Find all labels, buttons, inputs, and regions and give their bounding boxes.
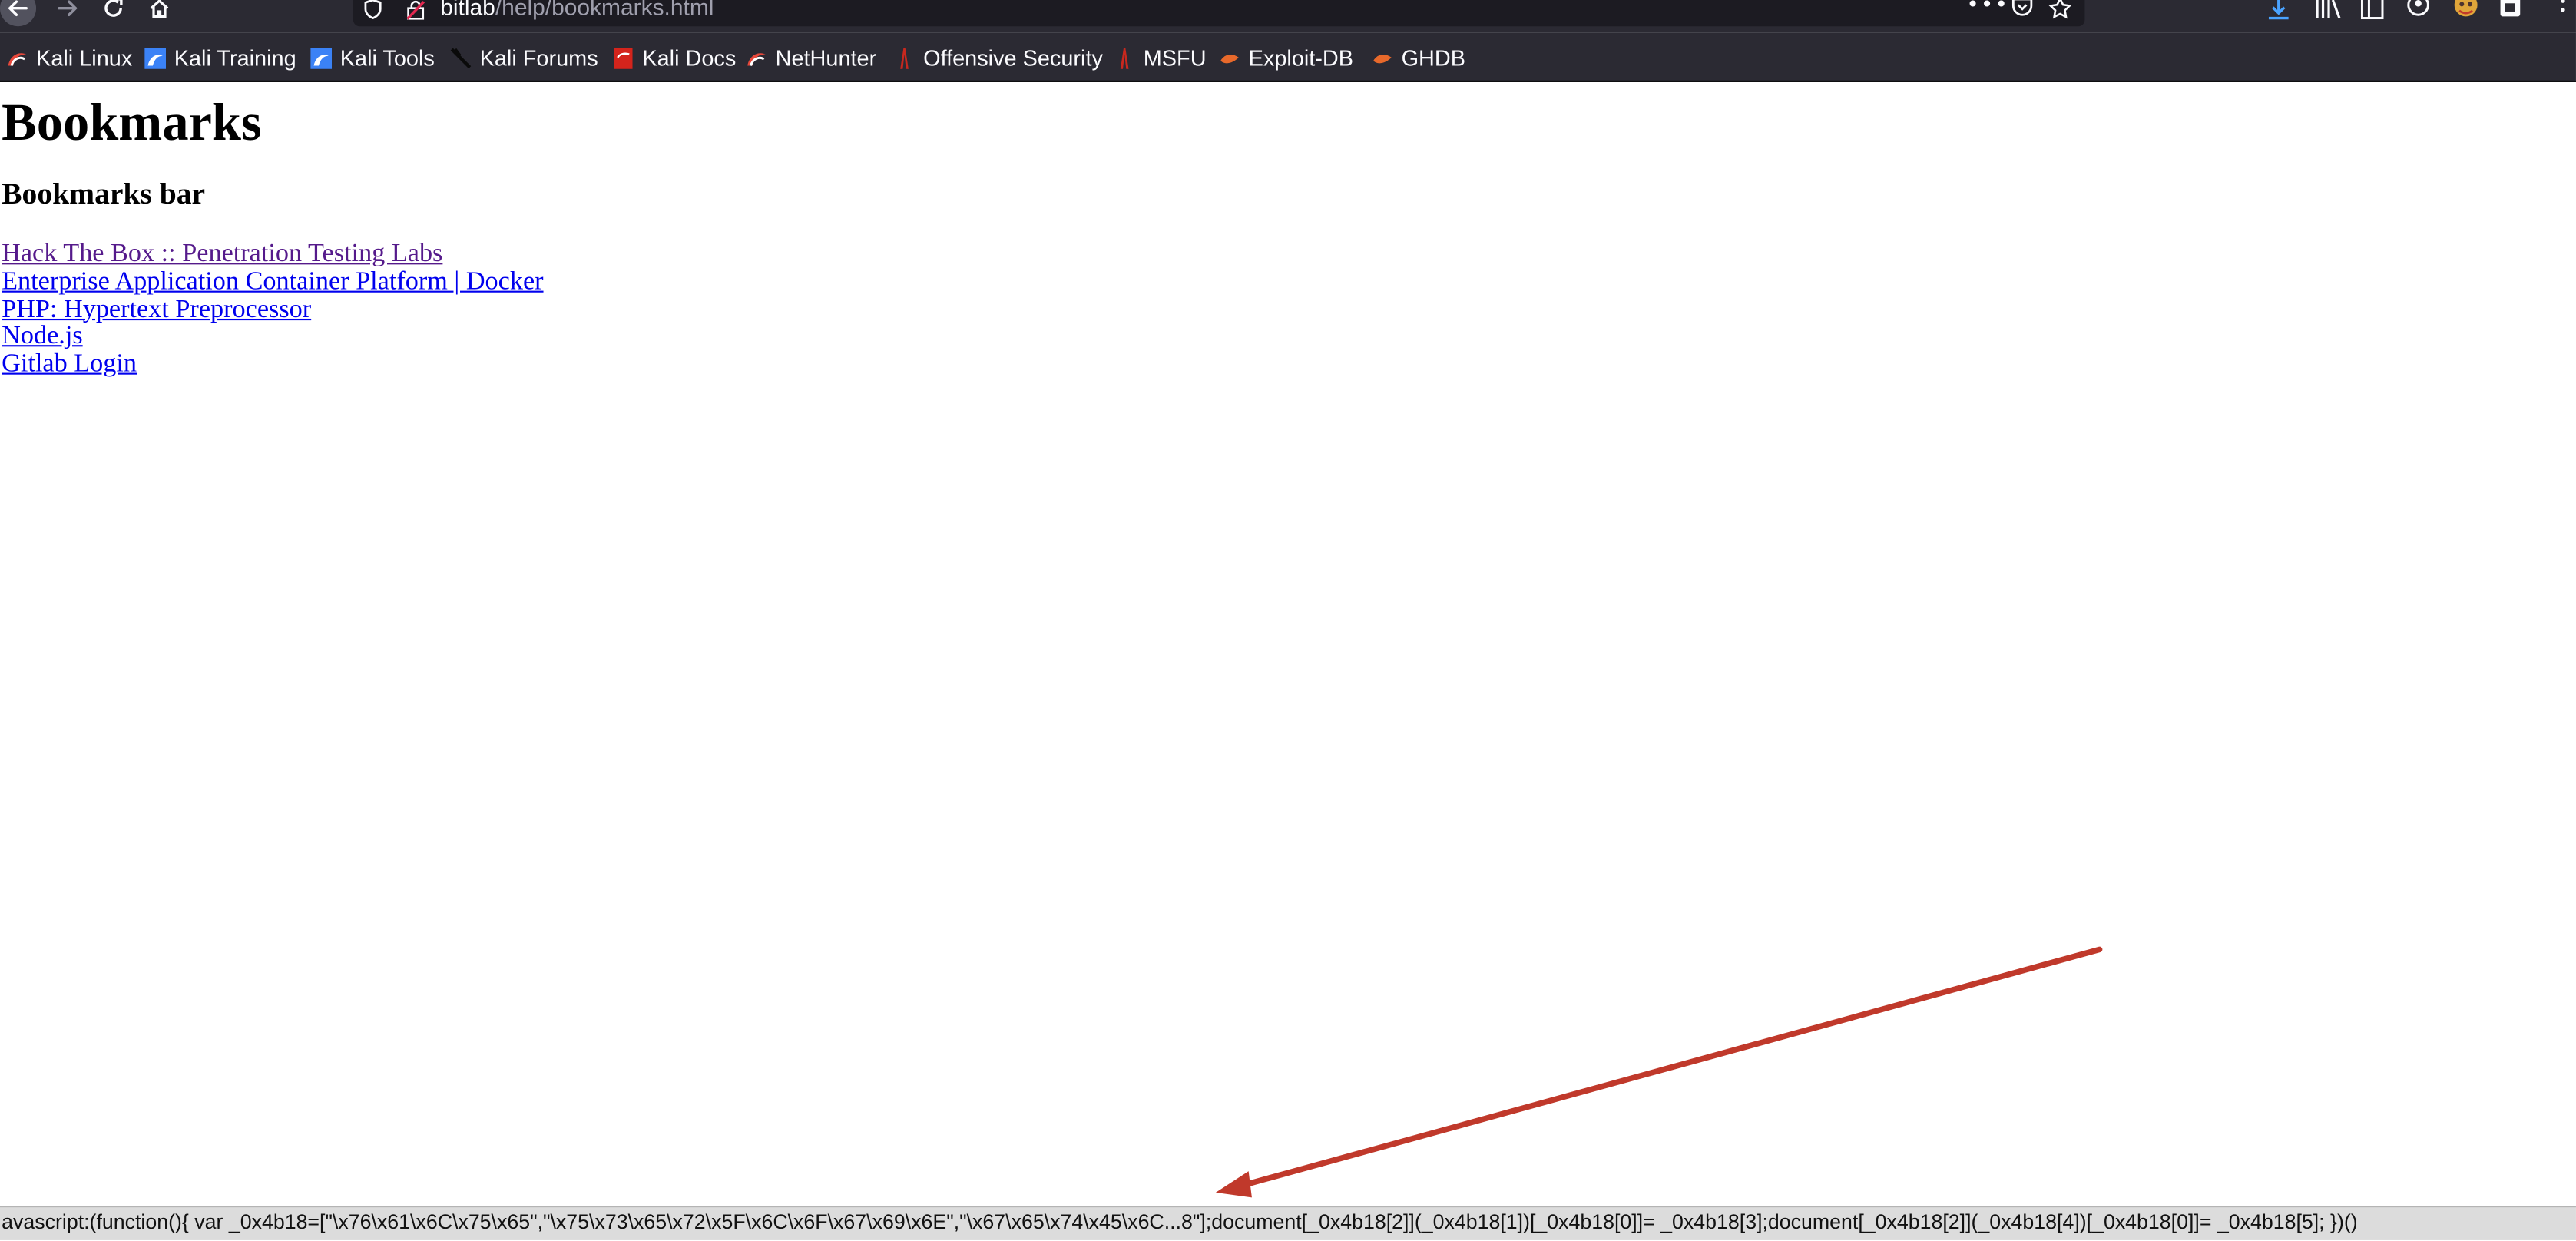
bookmark-label: Offensive Security	[923, 45, 1103, 70]
account-icon[interactable]	[2407, 0, 2430, 20]
forward-button[interactable]	[49, 0, 85, 26]
download-icon[interactable]	[2267, 0, 2290, 20]
bookmark-label: Kali Linux	[36, 45, 133, 70]
kali-tools-icon	[310, 46, 333, 68]
status-link-url: avascript:(function(){ var _0x4b18=["\x7…	[2, 1210, 2358, 1234]
url-host: bitlab	[440, 0, 495, 20]
menu-icon[interactable]	[2556, 0, 2569, 20]
bookmarks-toolbar: Kali Linux Kali Training Kali Tools Kali…	[0, 32, 2576, 82]
arrow-left-icon	[8, 0, 28, 16]
reload-button[interactable]	[95, 0, 131, 26]
insecure-lock-icon[interactable]	[406, 0, 425, 20]
kali-training-icon	[144, 46, 167, 68]
bookmark-label: MSFU	[1143, 45, 1207, 70]
section-heading: Bookmarks bar	[2, 179, 206, 212]
bookmark-kali-training[interactable]: Kali Training	[144, 43, 296, 73]
bookmark-nethunter[interactable]: NetHunter	[746, 43, 876, 73]
sidebar-icon[interactable]	[2360, 0, 2384, 20]
url-path: /help/bookmarks.html	[495, 0, 714, 20]
bookmark-link-gitlab-login[interactable]: Gitlab Login	[2, 350, 137, 379]
bookmark-exploit-db[interactable]: Exploit-DB	[1219, 43, 1353, 73]
bookmark-label: Kali Tools	[339, 45, 435, 70]
bookmark-link-php[interactable]: PHP: Hypertext Preprocessor	[2, 295, 312, 323]
address-bar[interactable]: bitlab/help/bookmarks.html •••	[353, 0, 2085, 27]
pocket-icon[interactable]	[2011, 0, 2034, 18]
bookmark-msfu[interactable]: MSFU	[1114, 43, 1207, 73]
msfu-icon	[1120, 46, 1129, 68]
bookmark-kali-tools[interactable]: Kali Tools	[310, 43, 435, 73]
bookmark-label: GHDB	[1401, 45, 1466, 70]
bookmark-label: Kali Forums	[479, 45, 598, 70]
back-button[interactable]	[0, 0, 37, 27]
kali-forums-icon	[450, 47, 472, 68]
kali-docs-icon	[614, 46, 633, 68]
url-text[interactable]: bitlab/help/bookmarks.html	[440, 0, 714, 20]
bookmark-link-docker[interactable]: Enterprise Application Container Platfor…	[2, 267, 544, 296]
arrow-right-icon	[58, 0, 78, 16]
navigation-toolbar: bitlab/help/bookmarks.html •••	[0, 0, 2576, 33]
nethunter-icon	[747, 52, 766, 65]
page-actions-icon[interactable]: •••	[1966, 0, 2010, 18]
bookmark-kali-forums[interactable]: Kali Forums	[450, 43, 598, 73]
reload-icon	[104, 0, 123, 17]
bookmark-label: Exploit-DB	[1248, 45, 1354, 70]
bookmark-label: NetHunter	[775, 45, 877, 70]
kali-dragon-icon	[8, 52, 27, 65]
offsec-icon	[900, 46, 909, 68]
bookmark-link-hackthebox[interactable]: Hack The Box :: Penetration Testing Labs	[2, 240, 443, 268]
bookmark-ghdb[interactable]: GHDB	[1372, 43, 1465, 73]
bookmark-star-icon[interactable]	[2048, 0, 2072, 20]
page-title: Bookmarks	[2, 91, 262, 151]
bookmark-kali-docs[interactable]: Kali Docs	[613, 43, 736, 73]
exploit-db-icon	[1220, 54, 1239, 63]
library-icon[interactable]	[2315, 0, 2341, 20]
bookmark-link-nodejs[interactable]: Node.js	[2, 323, 83, 351]
home-icon	[150, 0, 169, 18]
extension-badge-icon[interactable]	[2498, 0, 2521, 20]
shield-icon[interactable]	[363, 0, 383, 20]
bookmark-label: Kali Training	[174, 45, 296, 70]
home-button[interactable]	[141, 0, 177, 26]
bookmark-link-list: Hack The Box :: Penetration Testing Labs…	[2, 240, 987, 379]
bookmark-label: Kali Docs	[642, 45, 737, 70]
status-bar: avascript:(function(){ var _0x4b18=["\x7…	[0, 1206, 2576, 1240]
bookmark-kali-linux[interactable]: Kali Linux	[7, 43, 133, 73]
extension-icon[interactable]	[2451, 0, 2481, 20]
bookmark-offensive-security[interactable]: Offensive Security	[894, 43, 1103, 73]
ghdb-icon	[1373, 54, 1392, 63]
